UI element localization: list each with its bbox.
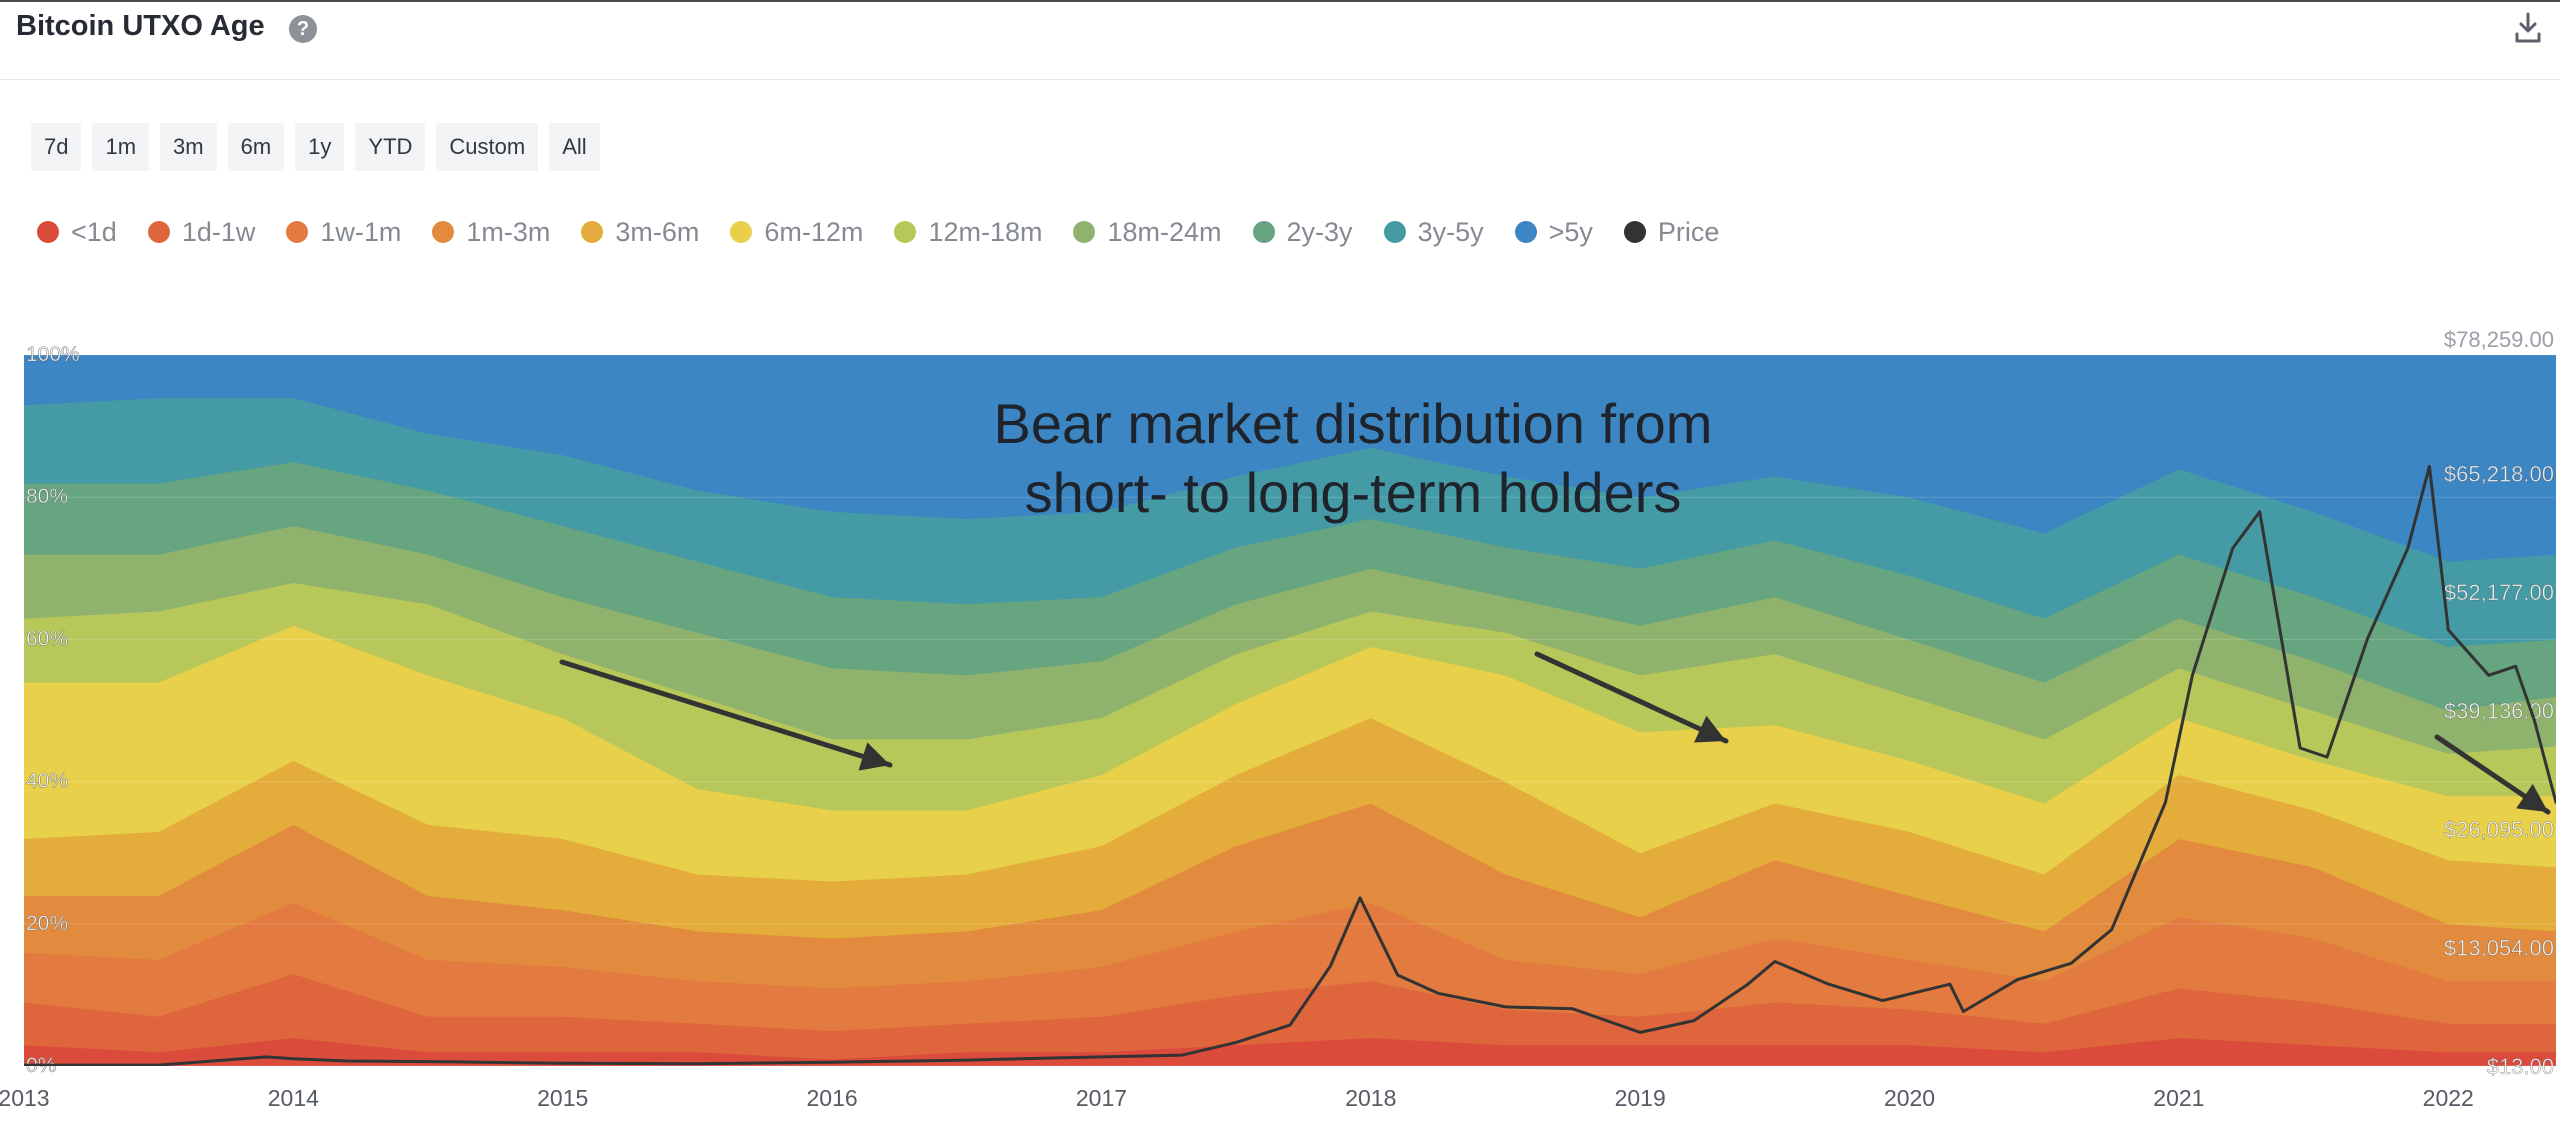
distribution-arrow-2-head <box>1694 715 1726 743</box>
x-tick-label-2017: 2017 <box>1076 1085 1127 1111</box>
x-tick-label-2022: 2022 <box>2423 1085 2474 1111</box>
chart-header: Bitcoin UTXO Age ? <box>0 0 2560 80</box>
legend-item-3y-5y[interactable]: 3y-5y <box>1383 216 1484 248</box>
distribution-arrow-3-head <box>2516 783 2548 812</box>
download-icon[interactable] <box>2510 10 2546 46</box>
legend-label-3y-5y: 3y-5y <box>1417 216 1484 247</box>
legend-item-lt-1d[interactable]: <1d <box>37 217 117 248</box>
legend-label-6m-12m: 6m-12m <box>764 216 864 247</box>
right-axis-tick-label-1: $13,054.00 <box>2444 935 2554 960</box>
legend-label-3m-6m: 3m-6m <box>615 216 700 247</box>
legend-swatch-lt-1d <box>37 221 59 243</box>
distribution-arrow-2-shaft <box>1534 651 1729 744</box>
legend-label-1m-3m: 1m-3m <box>466 216 551 247</box>
legend-swatch-12m-18m <box>894 221 917 243</box>
range-all-button[interactable]: All <box>549 123 600 171</box>
legend-item-3m-6m[interactable]: 3m-6m <box>581 217 699 248</box>
y-tick-label-100: 100% <box>26 343 80 366</box>
legend-swatch-2y-3y <box>1252 221 1275 243</box>
distribution-arrow-1 <box>559 659 893 771</box>
legend-swatch-6m-12m <box>730 221 753 243</box>
legend-item-price[interactable]: Price <box>1623 216 1720 248</box>
legend-label-gt-5y: >5y <box>1548 216 1593 247</box>
distribution-arrow-1-shaft <box>559 659 893 768</box>
x-tick-label-2014: 2014 <box>268 1085 319 1111</box>
legend-label-1d-1w: 1d-1w <box>181 216 256 247</box>
y-tick-label-80: 80% <box>26 485 68 508</box>
legend-item-1m-3m[interactable]: 1m-3m <box>432 217 550 248</box>
chart-legend: <1d 1d-1w 1w-1m 1m-3m 3m-6m 6m-12m 12m-1… <box>37 211 1719 253</box>
right-axis-tick-label-0: $13.00 <box>2487 1054 2554 1079</box>
right-axis-tick-label-5: $65,218.00 <box>2444 461 2554 486</box>
x-tick-label-2015: 2015 <box>537 1085 588 1111</box>
range-ytd-button[interactable]: YTD <box>355 123 426 171</box>
range-6m-button[interactable]: 6m <box>227 123 285 171</box>
right-axis-tick-label-3: $39,136.00 <box>2444 698 2554 723</box>
legend-label-price: Price <box>1657 216 1720 247</box>
annotation-line-2: short- to long-term holders <box>1025 461 1682 524</box>
x-tick-label-2020: 2020 <box>1884 1085 1935 1111</box>
legend-item-1d-1w[interactable]: 1d-1w <box>147 216 256 248</box>
y-tick-label-40: 40% <box>26 770 68 793</box>
range-1m-button[interactable]: 1m <box>92 123 150 171</box>
legend-label-1w-1m: 1w-1m <box>320 216 402 247</box>
x-tick-label-2016: 2016 <box>806 1085 857 1111</box>
y-tick-label-20: 20% <box>26 912 68 935</box>
right-axis-tick-label-6: $78,259.00 <box>2444 327 2554 352</box>
distribution-arrow-3 <box>2434 734 2551 815</box>
legend-item-6m-12m[interactable]: 6m-12m <box>730 217 863 248</box>
y-tick-label-60: 60% <box>26 627 68 650</box>
legend-swatch-3m-6m <box>581 221 604 243</box>
legend-swatch-gt-5y <box>1514 221 1537 243</box>
legend-swatch-price <box>1623 221 1646 243</box>
chart-title: Bitcoin UTXO Age <box>16 10 265 42</box>
time-range-selector: 7d 1m 3m 6m 1y YTD Custom All <box>31 123 600 171</box>
legend-label-lt-1d: <1d <box>71 216 117 247</box>
right-axis-tick-label-4: $52,177.00 <box>2444 580 2554 605</box>
legend-item-12m-18m[interactable]: 12m-18m <box>894 217 1042 248</box>
range-1y-button[interactable]: 1y <box>295 123 345 171</box>
legend-item-1w-1m[interactable]: 1w-1m <box>286 217 401 248</box>
right-axis-tick-label-2: $26,095.00 <box>2444 817 2554 842</box>
annotation-line-1: Bear market distribution from <box>994 392 1713 455</box>
distribution-arrow-1-head <box>858 742 890 771</box>
legend-item-2y-3y[interactable]: 2y-3y <box>1252 216 1353 248</box>
distribution-arrow-2 <box>1534 651 1729 744</box>
range-3m-button[interactable]: 3m <box>160 123 217 171</box>
legend-swatch-18m-24m <box>1073 221 1096 243</box>
x-tick-label-2013: 2013 <box>0 1085 50 1111</box>
x-tick-label-2019: 2019 <box>1615 1085 1666 1111</box>
legend-swatch-1w-1m <box>286 221 309 243</box>
x-tick-label-2018: 2018 <box>1345 1085 1396 1111</box>
legend-item-18m-24m[interactable]: 18m-24m <box>1073 216 1222 248</box>
legend-label-18m-24m: 18m-24m <box>1107 216 1222 247</box>
legend-label-2y-3y: 2y-3y <box>1286 216 1353 247</box>
range-custom-button[interactable]: Custom <box>436 123 539 171</box>
area-band-5y <box>24 355 2556 562</box>
x-tick-label-2021: 2021 <box>2153 1085 2204 1111</box>
legend-swatch-3y-5y <box>1383 221 1406 243</box>
legend-label-12m-18m: 12m-18m <box>928 216 1043 247</box>
range-7d-button[interactable]: 7d <box>31 123 82 171</box>
legend-swatch-1m-3m <box>432 221 455 243</box>
question-circle-icon[interactable]: ? <box>289 15 317 43</box>
legend-swatch-1d-1w <box>147 221 170 243</box>
price-line <box>24 464 2556 1066</box>
legend-item-gt-5y[interactable]: >5y <box>1514 216 1593 248</box>
